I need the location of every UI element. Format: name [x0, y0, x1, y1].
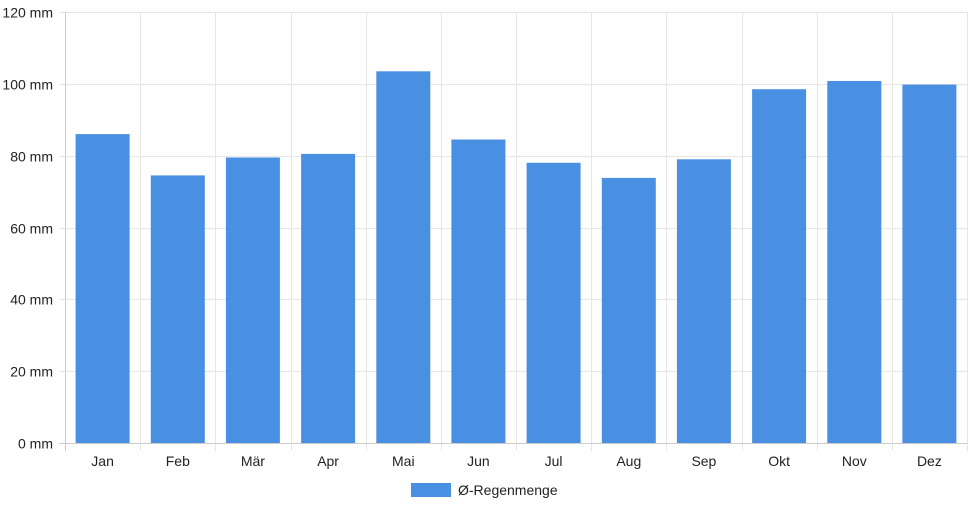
bar-jul[interactable]	[526, 162, 581, 444]
bar-nov[interactable]	[827, 81, 882, 443]
bar-sep[interactable]	[676, 159, 731, 444]
x-tick-label: Dez	[917, 453, 942, 469]
legend[interactable]: Ø-Regenmenge	[411, 482, 558, 498]
x-tick-label: Mai	[392, 453, 415, 469]
y-tick-label: 120 mm	[2, 5, 53, 21]
y-tick-label: 20 mm	[10, 364, 53, 380]
x-tick-label: Mär	[241, 453, 265, 469]
x-tick-label: Sep	[691, 453, 716, 469]
bar-mär[interactable]	[225, 157, 280, 444]
y-tick-label: 60 mm	[10, 221, 53, 237]
y-tick-label: 80 mm	[10, 149, 53, 165]
bar-apr[interactable]	[301, 153, 356, 443]
legend-label: Ø-Regenmenge	[458, 482, 558, 498]
bar-jun[interactable]	[451, 139, 506, 444]
bar-feb[interactable]	[150, 175, 205, 443]
x-tick-label: Feb	[166, 453, 190, 469]
y-tick-label: 40 mm	[10, 292, 53, 308]
bar-okt[interactable]	[752, 89, 807, 443]
bar-mai[interactable]	[376, 71, 431, 444]
x-tick-label: Apr	[317, 453, 339, 469]
x-tick-label: Nov	[842, 453, 867, 469]
bar-aug[interactable]	[601, 177, 656, 443]
y-tick-label: 100 mm	[2, 77, 53, 93]
legend-swatch	[411, 483, 451, 497]
y-axis-ticks: 0 mm 20 mm 40 mm 60 mm 80 mm 100 mm 120 mm	[2, 5, 53, 452]
bars	[75, 71, 957, 444]
bar-dez[interactable]	[902, 84, 957, 443]
bar-jan[interactable]	[75, 134, 130, 443]
x-tick-label: Jan	[91, 453, 114, 469]
x-tick-label: Jul	[545, 453, 563, 469]
x-tick-label: Jun	[467, 453, 490, 469]
axes	[59, 12, 967, 451]
x-tick-label: Aug	[616, 453, 641, 469]
x-axis-ticks: Jan Feb Mär Apr Mai Jun Jul Aug Sep Okt Nov Dez	[91, 453, 942, 469]
y-tick-label: 0 mm	[18, 436, 53, 452]
x-tick-label: Okt	[768, 453, 790, 469]
